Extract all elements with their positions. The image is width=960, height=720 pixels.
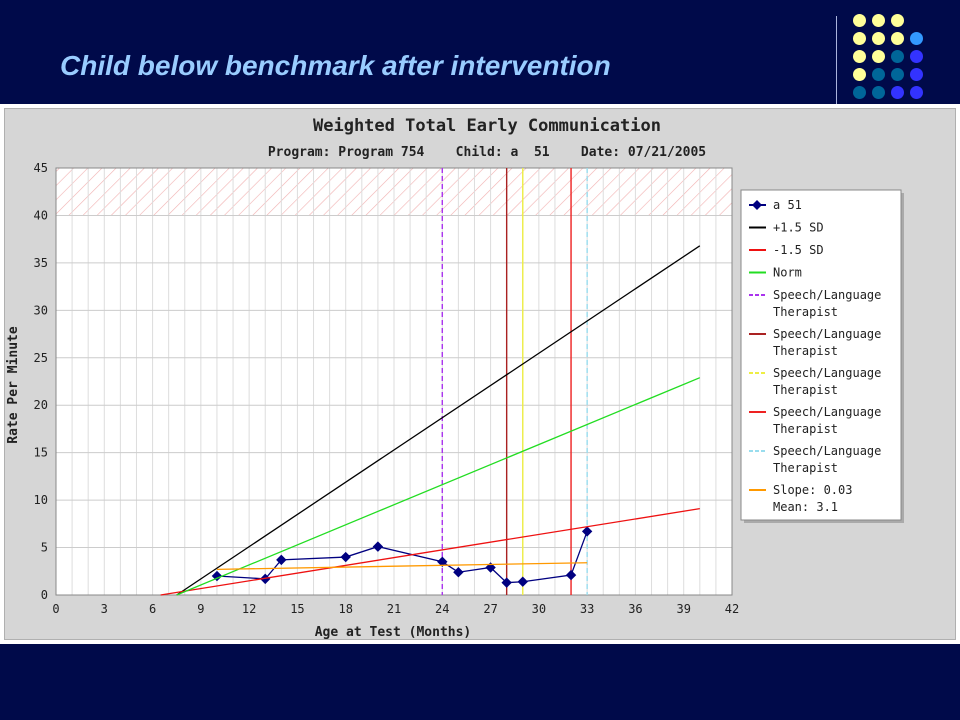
legend-label: Slope: 0.03	[773, 483, 852, 497]
x-tick-label: 33	[580, 602, 594, 616]
y-axis-label: Rate Per Minute	[6, 326, 21, 444]
series-line-0	[216, 531, 588, 584]
data-point-marker	[565, 569, 577, 581]
x-tick-label: 18	[338, 602, 352, 616]
decorative-dot	[910, 32, 923, 45]
decorative-dot	[891, 68, 904, 81]
x-tick-label: 15	[290, 602, 304, 616]
legend-label: a 51	[773, 198, 802, 212]
data-point-marker	[501, 577, 512, 588]
chart-title: Weighted Total Early Communication	[313, 116, 661, 136]
decorative-dot	[872, 14, 885, 27]
series-line-2	[160, 508, 700, 596]
slide-title: Child below benchmark after intervention	[60, 50, 611, 81]
x-axis-label: Age at Test (Months)	[315, 625, 472, 640]
decorative-dot	[891, 32, 904, 45]
legend: a 51 +1.5 SD -1.5 SD Norm Speech/Language The…	[740, 189, 904, 523]
y-tick-label: 10	[34, 493, 48, 507]
x-tick-label: 27	[483, 602, 497, 616]
data-point-marker	[276, 554, 287, 566]
decorative-dot	[853, 86, 866, 99]
decorative-divider	[836, 16, 837, 104]
legend-label: Speech/Language	[773, 366, 881, 380]
data-point-marker	[340, 551, 351, 563]
legend-label: Therapist	[773, 422, 838, 436]
legend-label: Therapist	[773, 305, 838, 319]
legend-marker	[752, 200, 762, 210]
legend-label: Therapist	[773, 383, 838, 397]
data-point-marker	[485, 562, 496, 573]
x-tick-label: 36	[628, 602, 642, 616]
x-tick-label: 21	[387, 602, 401, 616]
chart-frame: Weighted Total Early Communication Progr…	[4, 108, 956, 640]
data-point-marker	[517, 576, 528, 587]
series-line-4	[216, 562, 588, 571]
decorative-dot	[853, 32, 866, 45]
decorative-dot	[891, 86, 904, 99]
y-tick-label: 35	[34, 256, 48, 270]
y-tick-label: 20	[34, 398, 48, 412]
decorative-dot	[910, 68, 923, 81]
data-point-marker	[453, 567, 464, 578]
decorative-dot-grid	[853, 14, 949, 104]
x-tick-label: 12	[242, 602, 256, 616]
plot-area: 0 3 6 9 12 15 18 21 24 27 30 33 36 39 4205101520253035…	[34, 161, 740, 616]
legend-label: Mean: 3.1	[773, 500, 838, 514]
x-tick-label: 30	[532, 602, 546, 616]
y-tick-label: 30	[34, 303, 48, 317]
decorative-dot	[853, 68, 866, 81]
decorative-dot	[872, 86, 885, 99]
decorative-dot	[910, 86, 923, 99]
x-tick-label: 3	[101, 602, 108, 616]
legend-label: +1.5 SD	[773, 221, 824, 235]
legend-box	[740, 189, 902, 521]
y-tick-label: 5	[41, 541, 48, 555]
data-point-marker	[372, 541, 384, 552]
decorative-dot	[872, 50, 885, 63]
y-tick-label: 0	[41, 588, 48, 602]
x-tick-label: 39	[676, 602, 690, 616]
decorative-dot	[853, 14, 866, 27]
decorative-dot	[853, 50, 866, 63]
legend-label: Speech/Language	[773, 444, 881, 458]
decorative-dot	[910, 50, 923, 63]
chart-subtitle: Program: Program 754 Child: a 51 Date: 0…	[268, 145, 706, 160]
legend-label: Speech/Language	[773, 327, 881, 341]
x-tick-label: 9	[197, 602, 204, 616]
legend-label: Speech/Language	[773, 288, 881, 302]
decorative-dot	[891, 14, 904, 27]
decorative-dot	[872, 32, 885, 45]
legend-label: -1.5 SD	[773, 243, 824, 257]
decorative-dot	[891, 50, 904, 63]
plot-border	[55, 167, 733, 596]
legend-label: Speech/Language	[773, 405, 881, 419]
series-line-3	[176, 377, 701, 596]
y-tick-label: 25	[34, 351, 48, 365]
x-tick-label: 0	[52, 602, 59, 616]
chart-panel: Weighted Total Early Communication Progr…	[0, 104, 960, 644]
legend-label: Therapist	[773, 461, 838, 475]
decorative-dot	[872, 68, 885, 81]
y-tick-label: 15	[34, 446, 48, 460]
series-line-1	[176, 245, 701, 596]
x-tick-label: 42	[725, 602, 739, 616]
x-tick-label: 24	[435, 602, 449, 616]
legend-label: Norm	[773, 266, 802, 280]
data-point-marker	[581, 526, 593, 537]
data-point-marker	[211, 570, 223, 582]
x-tick-label: 6	[149, 602, 156, 616]
chart: Weighted Total Early Communication Progr…	[6, 116, 904, 640]
y-tick-label: 40	[34, 208, 48, 222]
data-point-marker	[437, 556, 448, 567]
legend-label: Therapist	[773, 344, 838, 358]
y-tick-label: 45	[34, 161, 48, 175]
